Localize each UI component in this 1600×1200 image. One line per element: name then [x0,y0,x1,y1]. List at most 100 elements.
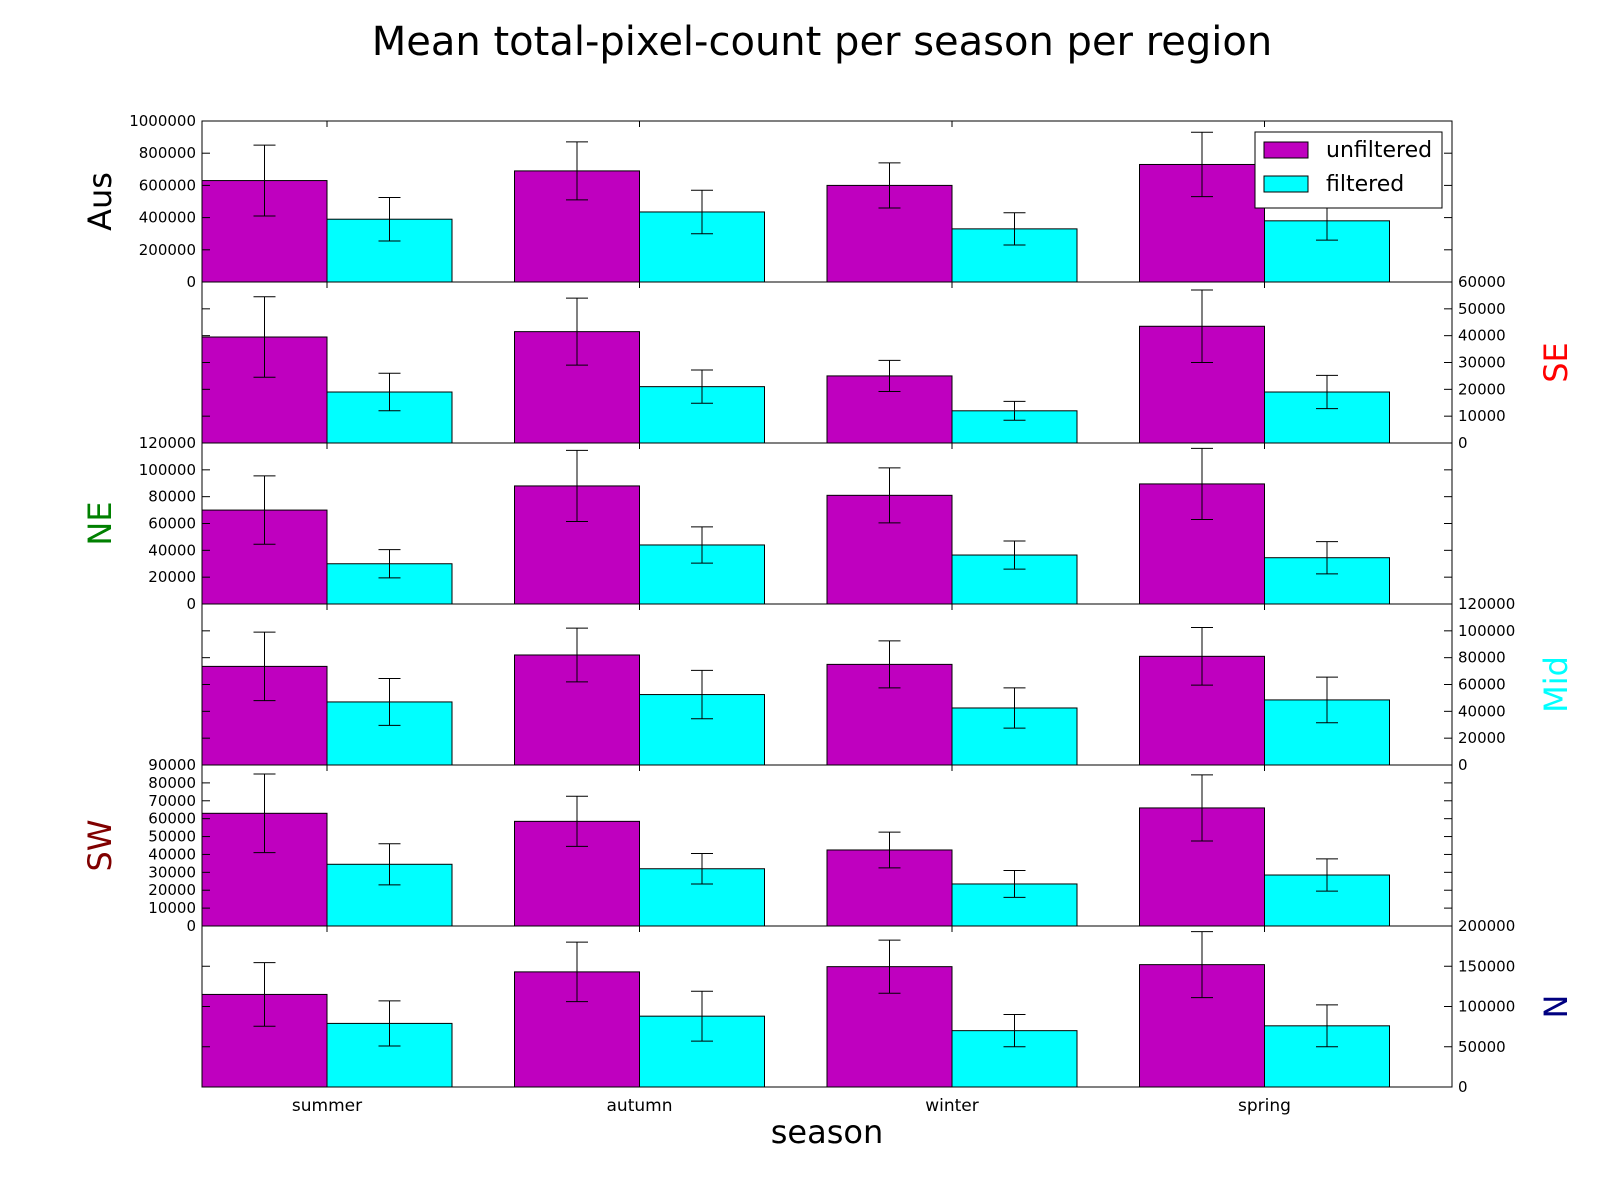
error-bar-sw-unfiltered-summer [253,773,276,854]
error-bar-mid-unfiltered-winter [878,640,901,689]
legend-swatch-filtered [1263,175,1309,193]
y-tick-label: 120000 [1458,595,1515,613]
y-tick-label: 40000 [148,541,196,559]
error-bar-se-filtered-summer [378,372,401,412]
error-bar-aus-unfiltered-winter [878,162,901,209]
error-bar-sw-unfiltered-winter [878,831,901,869]
y-tick-label: 0 [1458,434,1468,452]
error-bar-aus-unfiltered-spring [1191,131,1213,198]
error-bar-se-unfiltered-summer [253,296,276,378]
y-tick-label: 70000 [148,792,196,810]
error-bar-aus-filtered-winter [1003,212,1026,246]
y-tick-label: 60000 [148,810,196,828]
y-tick-label: 50000 [148,828,196,846]
y-tick-label: 1000000 [129,112,196,130]
error-bar-sw-unfiltered-spring [1191,774,1213,842]
legend: unfiltered filtered [1254,131,1443,209]
x-tick-label-winter: winter [925,1096,979,1116]
error-bar-n-unfiltered-autumn [566,941,588,1003]
y-tick-label: 10000 [1458,407,1506,425]
x-axis-label: season [771,1113,884,1151]
error-bar-n-filtered-summer [378,1000,401,1047]
error-bar-n-unfiltered-summer [253,962,276,1027]
error-bar-se-filtered-spring [1316,374,1338,410]
y-tick-label: 150000 [1458,957,1515,975]
error-bar-ne-filtered-summer [378,549,401,579]
error-bar-mid-unfiltered-summer [253,631,276,702]
error-bar-se-unfiltered-spring [1191,289,1213,363]
error-bar-se-unfiltered-autumn [566,297,588,366]
panel-sw: 0100002000030000400005000060000700008000… [81,756,1453,935]
region-label-mid: Mid [1537,656,1575,713]
y-tick-label: 30000 [1458,354,1506,372]
y-tick-label: 200000 [139,241,196,259]
error-bar-n-unfiltered-spring [1191,931,1213,999]
error-bar-mid-filtered-autumn [691,669,713,720]
error-bar-mid-filtered-spring [1316,676,1338,724]
error-bar-n-unfiltered-winter [878,939,901,994]
y-tick-label: 100000 [1458,998,1515,1016]
y-tick-label: 90000 [148,756,196,774]
error-bar-ne-filtered-winter [1003,540,1026,570]
error-bar-ne-unfiltered-summer [253,475,276,545]
error-bar-n-filtered-winter [1003,1014,1026,1048]
error-bar-sw-filtered-autumn [691,853,713,885]
y-tick-label: 20000 [148,881,196,899]
error-bar-mid-filtered-summer [378,677,401,726]
y-tick-label: 60000 [1458,676,1506,694]
y-tick-label: 20000 [1458,729,1506,747]
error-bar-mid-filtered-winter [1003,687,1026,729]
region-label-sw: SW [81,820,119,872]
error-bar-aus-filtered-summer [378,196,401,242]
y-tick-label: 100000 [139,461,196,479]
error-bar-ne-filtered-spring [1316,541,1338,575]
error-bar-aus-unfiltered-autumn [566,141,588,201]
y-tick-label: 80000 [1458,649,1506,667]
y-tick-label: 600000 [139,176,196,194]
error-bar-sw-unfiltered-autumn [566,795,588,847]
y-tick-label: 120000 [139,434,196,452]
error-bar-aus-unfiltered-summer [253,144,276,217]
panel-se: 0 10000 20000 30000 40000 50000 60000 SE [201,273,1575,452]
y-tick-label: 50000 [1458,1038,1506,1056]
y-tick-label: 60000 [148,515,196,533]
y-tick-label: 20000 [1458,380,1506,398]
x-tick-label-summer: summer [292,1096,362,1116]
y-tick-label: 0 [186,273,196,291]
error-bar-se-unfiltered-winter [878,359,901,392]
y-tick-label: 80000 [148,774,196,792]
panels: 02000004000006000008000001000000Aus01000… [81,112,1575,1096]
y-tick-label: 80000 [148,488,196,506]
error-bar-mid-unfiltered-spring [1191,626,1213,686]
legend-swatch-unfiltered [1263,141,1309,159]
error-bar-ne-unfiltered-autumn [566,449,588,522]
y-tick-label: 200000 [1458,917,1515,935]
y-tick-label: 400000 [139,209,196,227]
y-tick-label: 60000 [1458,273,1506,291]
error-bar-ne-unfiltered-spring [1191,447,1213,520]
region-label-se: SE [1537,342,1575,383]
y-tick-label: 0 [186,917,196,935]
y-tick-label: 0 [1458,1078,1468,1096]
error-bar-sw-filtered-winter [1003,870,1026,898]
x-tick-label-autumn: autumn [607,1096,673,1116]
error-bar-n-filtered-autumn [691,990,713,1042]
error-bar-sw-filtered-spring [1316,858,1338,892]
error-bar-se-filtered-winter [1003,400,1026,421]
panel-mid: 0 20000 40000 60000 80000 100000 120000 Mid [201,595,1575,774]
error-bar-n-filtered-spring [1316,1004,1338,1048]
x-category-labels: summer autumn winter spring [292,1096,1291,1116]
region-label-n: N [1537,995,1575,1019]
y-tick-label: 40000 [1458,702,1506,720]
y-tick-label: 30000 [148,863,196,881]
bar-ne-unfiltered-spring [1139,483,1265,605]
region-label-ne: NE [81,501,119,545]
error-bar-se-filtered-autumn [691,369,713,404]
chart-title: Mean total-pixel-count per season per re… [372,19,1272,65]
y-tick-label: 0 [1458,756,1468,774]
panel-n: 0 50000 100000 150000 200000 N [201,917,1575,1096]
x-tick-label-spring: spring [1238,1096,1291,1116]
error-bar-ne-unfiltered-winter [878,467,901,524]
y-tick-label: 100000 [1458,622,1515,640]
